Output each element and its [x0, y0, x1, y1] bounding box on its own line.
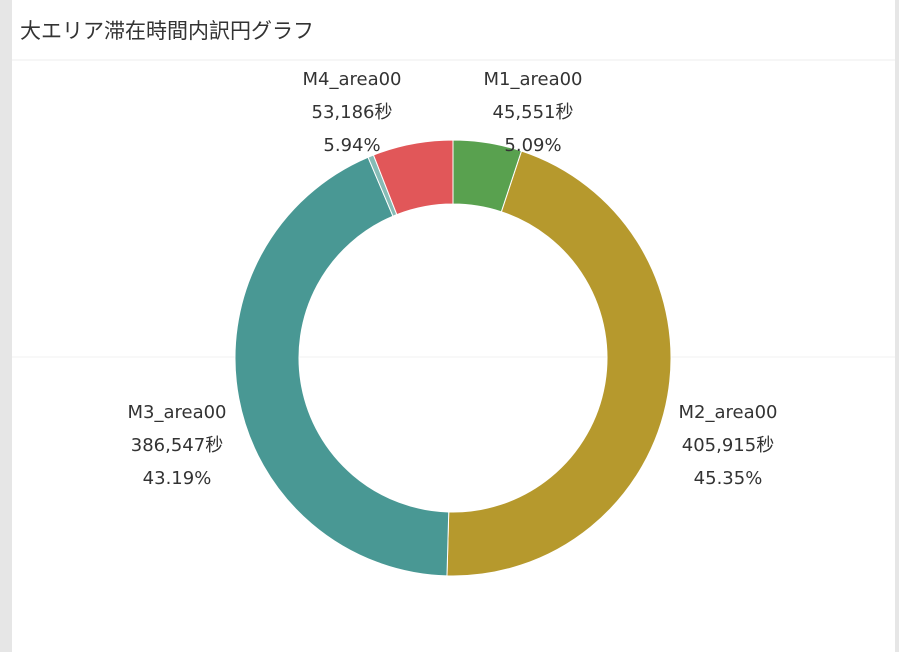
value-label: 386,547秒: [131, 435, 223, 456]
segment-label: M2_area00: [678, 402, 777, 423]
percent-label: 5.09%: [504, 135, 561, 156]
percent-label: 5.94%: [323, 135, 380, 156]
segment-label: M3_area00: [127, 402, 226, 423]
segment-label: M1_area00: [483, 69, 582, 90]
chart-title: 大エリア滞在時間内訳円グラフ: [20, 19, 314, 43]
donut-segment: [234, 156, 450, 577]
percent-label: 43.19%: [143, 468, 212, 489]
value-label: 53,186秒: [312, 102, 393, 123]
segment-label: M4_area00: [302, 69, 401, 90]
value-label: 405,915秒: [682, 435, 774, 456]
value-label: 45,551秒: [493, 102, 574, 123]
percent-label: 45.35%: [694, 468, 763, 489]
donut-segment: [446, 150, 672, 577]
donut-segment: [372, 139, 454, 216]
